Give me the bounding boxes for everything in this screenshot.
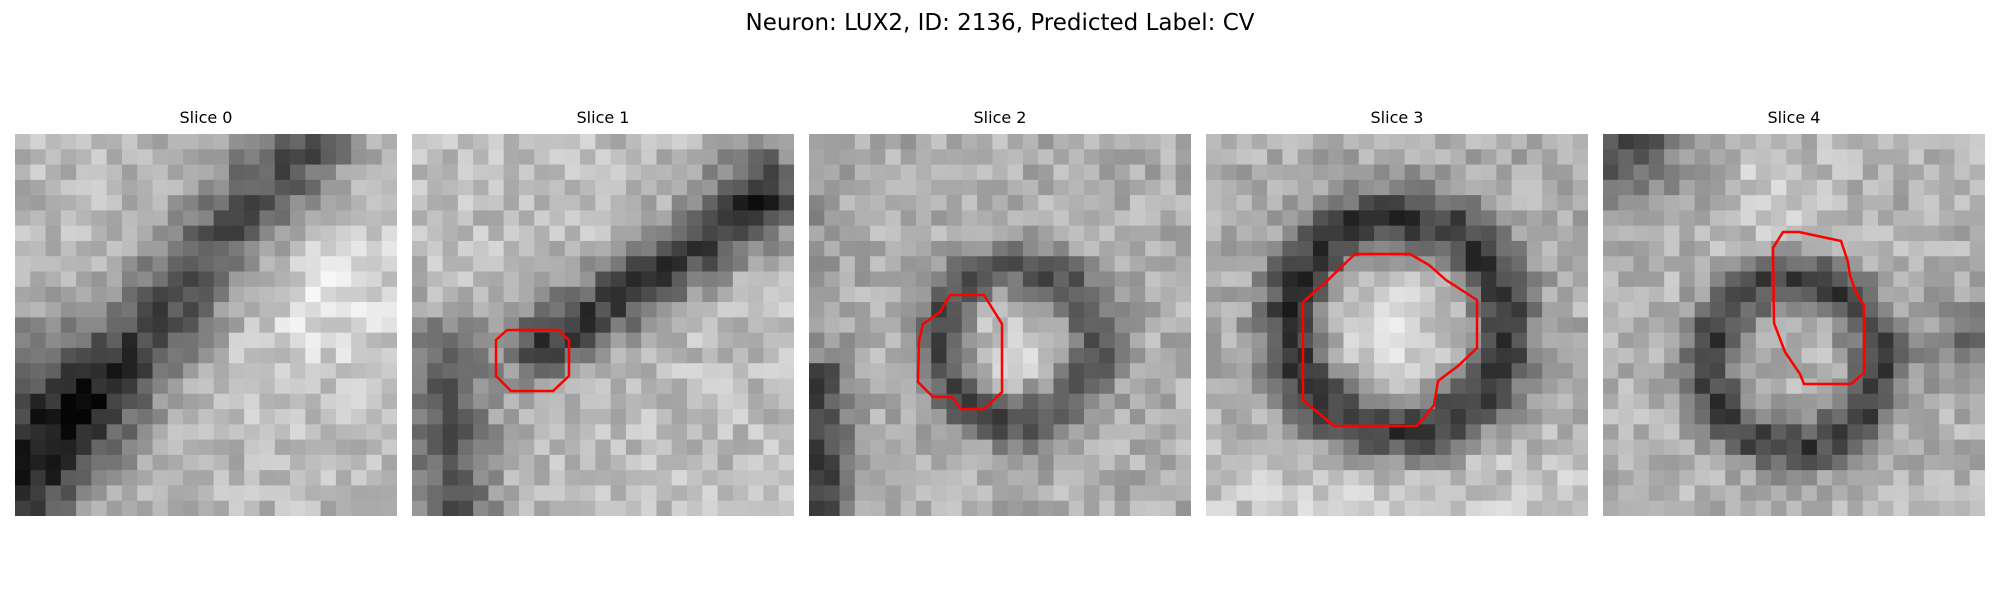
contour-outline-3 <box>1301 252 1479 428</box>
slice-title-3: Slice 3 <box>1370 108 1424 127</box>
slice-image-4 <box>1603 134 1985 516</box>
figure-title: Neuron: LUX2, ID: 2136, Predicted Label:… <box>745 10 1255 36</box>
slice-panel-1: Slice 1 <box>412 108 794 516</box>
slice-panel-2: Slice 2 <box>809 108 1191 516</box>
slice-image-3 <box>1206 134 1588 516</box>
slice-panel-3: Slice 3 <box>1206 108 1588 516</box>
slice-title-1: Slice 1 <box>576 108 630 127</box>
slice-title-4: Slice 4 <box>1767 108 1821 127</box>
slice-image-2 <box>809 134 1191 516</box>
slice-panel-0: Slice 0 <box>15 108 397 516</box>
slice-image-1 <box>412 134 794 516</box>
contour-outline-1 <box>494 328 571 393</box>
slice-title-0: Slice 0 <box>179 108 233 127</box>
contour-outline-2 <box>916 293 1004 411</box>
slice-title-2: Slice 2 <box>973 108 1027 127</box>
slice-panel-4: Slice 4 <box>1603 108 1985 516</box>
contour-outline-4 <box>1771 230 1866 386</box>
slice-image-0 <box>15 134 397 516</box>
